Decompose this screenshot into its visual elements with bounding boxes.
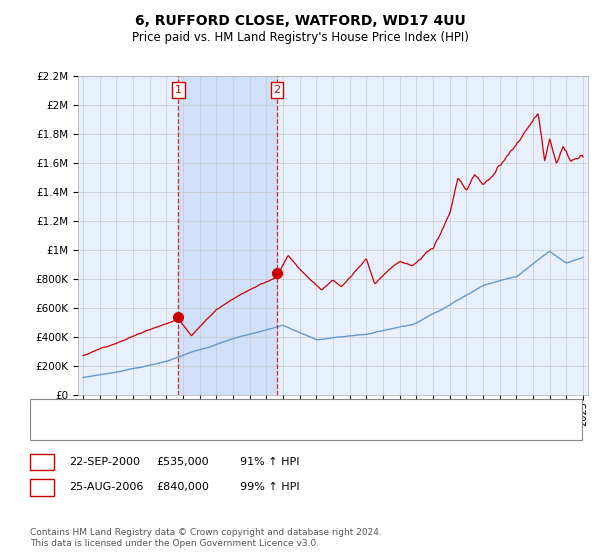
Text: 99% ↑ HPI: 99% ↑ HPI — [240, 482, 299, 492]
Text: £535,000: £535,000 — [156, 457, 209, 467]
Text: Contains HM Land Registry data © Crown copyright and database right 2024.
This d: Contains HM Land Registry data © Crown c… — [30, 528, 382, 548]
Text: 1: 1 — [175, 85, 182, 95]
Text: 6, RUFFORD CLOSE, WATFORD, WD17 4UU (detached house): 6, RUFFORD CLOSE, WATFORD, WD17 4UU (det… — [78, 405, 394, 416]
Text: Price paid vs. HM Land Registry's House Price Index (HPI): Price paid vs. HM Land Registry's House … — [131, 31, 469, 44]
Text: £840,000: £840,000 — [156, 482, 209, 492]
Text: 2: 2 — [38, 480, 46, 494]
Text: 25-AUG-2006: 25-AUG-2006 — [69, 482, 143, 492]
Bar — [178, 76, 277, 395]
Text: 6, RUFFORD CLOSE, WATFORD, WD17 4UU: 6, RUFFORD CLOSE, WATFORD, WD17 4UU — [134, 14, 466, 28]
Text: HPI: Average price, detached house, Watford: HPI: Average price, detached house, Watf… — [78, 423, 312, 433]
Text: 2: 2 — [274, 85, 281, 95]
Text: 1: 1 — [38, 455, 46, 469]
Text: 91% ↑ HPI: 91% ↑ HPI — [240, 457, 299, 467]
Text: 22-SEP-2000: 22-SEP-2000 — [69, 457, 140, 467]
